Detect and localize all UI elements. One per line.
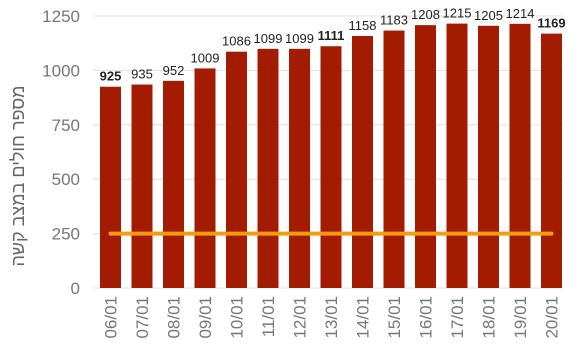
y-tick-label: 250 bbox=[52, 225, 80, 244]
bar bbox=[194, 68, 216, 289]
data-label: 1183 bbox=[380, 13, 408, 28]
data-label: 1086 bbox=[222, 34, 251, 49]
bar bbox=[163, 80, 184, 288]
data-label: 935 bbox=[131, 67, 153, 82]
bar bbox=[415, 25, 436, 289]
x-tick-label: 18/01 bbox=[480, 296, 499, 339]
y-axis-ticks: 0 250 500 750 1000 1250 bbox=[42, 7, 80, 298]
bar bbox=[352, 36, 373, 289]
bar bbox=[478, 25, 499, 289]
data-label: 1099 bbox=[254, 31, 283, 46]
y-tick-label: 750 bbox=[52, 116, 80, 135]
bar bbox=[289, 48, 310, 288]
bar bbox=[320, 46, 342, 288]
bar bbox=[257, 48, 279, 288]
x-axis-ticks: 06/01 07/01 08/01 09/01 10/01 11/01 12/01 13/01… bbox=[102, 296, 562, 339]
bar bbox=[383, 30, 405, 289]
y-tick-label: 1250 bbox=[42, 7, 80, 26]
x-tick-label: 11/01 bbox=[259, 296, 278, 337]
data-label: 1215 bbox=[443, 6, 472, 21]
data-label: 1205 bbox=[474, 8, 503, 23]
x-tick-label: 15/01 bbox=[385, 296, 404, 339]
x-tick-label: 16/01 bbox=[417, 296, 436, 339]
x-tick-label: 14/01 bbox=[354, 296, 373, 339]
data-label: 1158 bbox=[349, 18, 377, 33]
data-label: 1099 bbox=[285, 31, 314, 46]
bar bbox=[541, 33, 562, 289]
bar bbox=[131, 84, 153, 288]
y-axis-title: מספר חולים במצב קשה bbox=[8, 85, 28, 266]
x-tick-label: 20/01 bbox=[543, 296, 562, 339]
x-tick-label: 07/01 bbox=[133, 296, 152, 339]
x-tick-label: 10/01 bbox=[228, 296, 247, 339]
y-tick-label: 1000 bbox=[42, 61, 80, 80]
x-tick-label: 13/01 bbox=[322, 296, 341, 339]
bar bbox=[446, 23, 468, 289]
data-label: 1009 bbox=[191, 50, 220, 65]
x-tick-label: 06/01 bbox=[102, 296, 121, 339]
data-label: 1208 bbox=[411, 7, 440, 22]
x-tick-label: 19/01 bbox=[511, 296, 530, 339]
y-tick-label: 500 bbox=[52, 170, 80, 189]
data-label: 1214 bbox=[506, 6, 535, 21]
data-label: 925 bbox=[100, 69, 122, 84]
x-tick-label: 08/01 bbox=[165, 296, 184, 339]
bar bbox=[226, 51, 247, 288]
data-label: 1111 bbox=[318, 28, 345, 43]
bar bbox=[509, 23, 531, 289]
x-tick-label: 12/01 bbox=[291, 296, 310, 339]
y-tick-label: 0 bbox=[71, 279, 80, 298]
bar bbox=[100, 86, 121, 288]
x-tick-label: 17/01 bbox=[448, 296, 467, 339]
x-tick-label: 09/01 bbox=[196, 296, 215, 339]
data-label: 952 bbox=[163, 63, 185, 78]
data-label: 1169 bbox=[537, 16, 565, 31]
